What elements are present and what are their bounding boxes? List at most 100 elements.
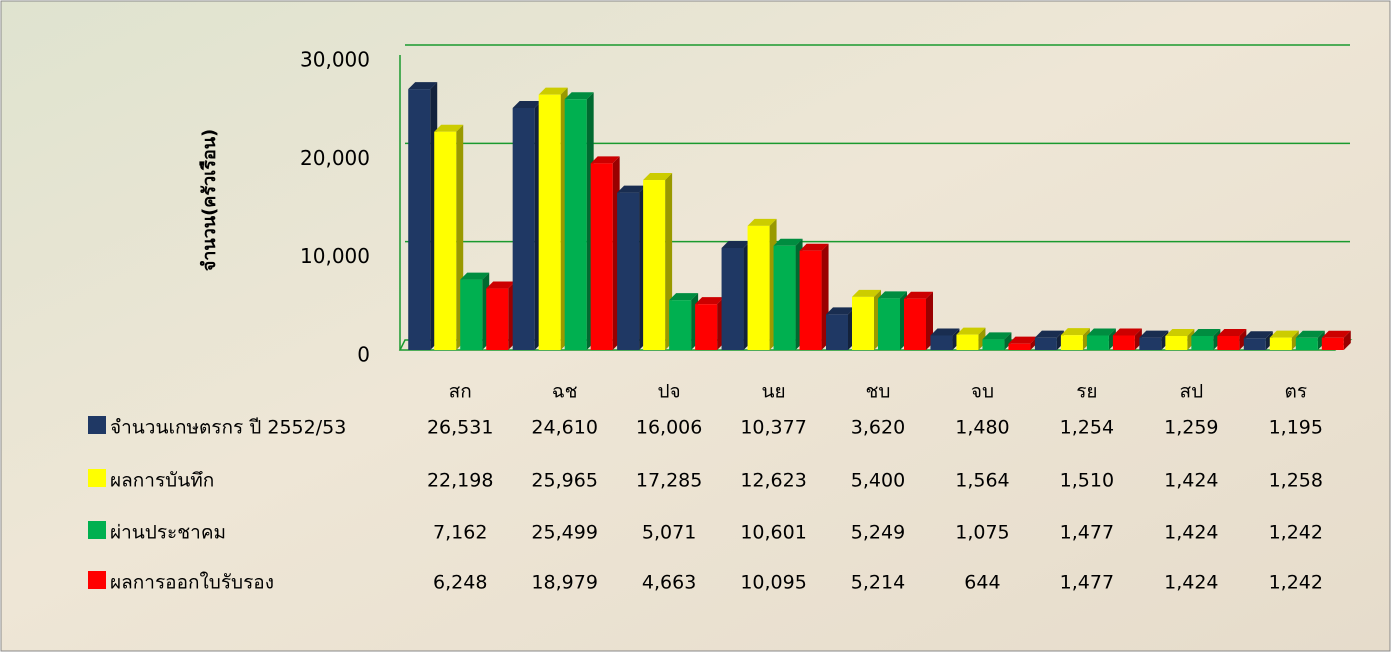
bar-top [1165, 328, 1195, 336]
table-value: 5,071 [642, 522, 696, 544]
table-value: 10,601 [740, 522, 806, 544]
bar-top [1008, 336, 1038, 344]
legend-swatch [88, 571, 106, 589]
bar [1191, 335, 1214, 350]
table-value: 1,254 [1060, 417, 1114, 439]
table-value: 1,242 [1269, 572, 1323, 594]
table-value: 1,258 [1269, 470, 1323, 492]
table-value: 1,424 [1164, 572, 1218, 594]
legend-label: ผลการบันทึก [110, 470, 214, 492]
table-value: 1,259 [1164, 417, 1218, 439]
table-value: 3,620 [851, 417, 905, 439]
bar-side [1265, 331, 1273, 350]
bar [1060, 335, 1083, 350]
x-tick-label: ชบ [866, 381, 891, 403]
bar [1165, 335, 1188, 350]
table-value: 1,075 [955, 522, 1009, 544]
table-value: 1,480 [955, 417, 1009, 439]
bar-top [904, 291, 933, 299]
table-value: 1,477 [1060, 522, 1114, 544]
bar [643, 180, 666, 350]
legend-swatch [88, 416, 106, 434]
y-axis-label: จำนวน(ครัวเรือน) [199, 129, 220, 272]
legend-swatch [88, 469, 106, 487]
bar-top [460, 272, 490, 280]
bar-side [1343, 330, 1351, 350]
bar-top [643, 173, 673, 181]
bar [852, 296, 874, 350]
table-value: 12,623 [740, 470, 806, 492]
bar-top [1243, 331, 1273, 339]
bar-top [590, 156, 620, 164]
bar-top [1269, 330, 1299, 338]
table-value: 5,400 [851, 470, 905, 492]
bar [1243, 338, 1266, 350]
bar [826, 314, 848, 350]
bar [799, 250, 822, 350]
bar-top [826, 307, 855, 315]
bar-top [538, 87, 568, 95]
y-tick-label: 20,000 [300, 146, 370, 170]
legend-label: ผ่านประชาคม [110, 522, 226, 544]
table-value: 1,510 [1060, 470, 1114, 492]
bar-top [721, 240, 751, 248]
table-value: 22,198 [427, 470, 493, 492]
bar [564, 99, 587, 351]
table-value: 1,242 [1269, 522, 1323, 544]
table-value: 5,249 [851, 522, 905, 544]
x-tick-label: ตร [1285, 381, 1308, 403]
bar [695, 304, 718, 350]
legend-swatch [88, 521, 106, 539]
table-value: 10,377 [740, 417, 806, 439]
bar-top [564, 92, 594, 100]
bar [590, 163, 613, 350]
x-tick-label: จบ [971, 381, 994, 403]
bar-top [773, 238, 803, 246]
bar-top [617, 185, 647, 193]
table-value: 25,499 [531, 522, 597, 544]
bar-side [1291, 330, 1299, 350]
table-value: 16,006 [636, 417, 702, 439]
bar [1034, 337, 1057, 350]
table-value: 644 [964, 572, 1000, 594]
bar-top [982, 332, 1012, 340]
bar-top [930, 328, 960, 336]
bar-top [1034, 330, 1064, 338]
table-value: 1,195 [1269, 417, 1323, 439]
table-value: 1,477 [1060, 572, 1114, 594]
bar [1321, 337, 1344, 350]
bar [434, 131, 457, 350]
table-value: 17,285 [636, 470, 702, 492]
y-tick-label: 30,000 [300, 48, 370, 72]
y-tick-label: 0 [357, 343, 370, 367]
bar-top [669, 293, 699, 301]
bar-top [956, 327, 986, 335]
x-tick-label: ฉช [552, 381, 578, 403]
bar [1269, 337, 1292, 350]
bar-top [1086, 328, 1116, 336]
x-tick-label: สป [1179, 381, 1203, 403]
table-value: 18,979 [531, 572, 597, 594]
table-value: 6,248 [433, 572, 487, 594]
bar-top [1112, 328, 1142, 336]
bar-top [1217, 328, 1247, 336]
x-tick-label: รย [1076, 381, 1097, 403]
x-tick-label: สก [449, 381, 472, 403]
bar [721, 247, 744, 350]
table-value: 10,095 [740, 572, 806, 594]
bar [747, 225, 770, 350]
bar [1086, 335, 1109, 350]
bar-top [512, 101, 542, 109]
bar [1139, 337, 1162, 350]
bar [878, 298, 900, 350]
bar [669, 300, 692, 350]
y-tick-label: 10,000 [300, 244, 370, 268]
bar [512, 108, 535, 350]
legend-label: จำนวนเกษตรกร ปี 2552/53 [110, 417, 346, 439]
table-value: 1,424 [1164, 522, 1218, 544]
bar-top [1139, 330, 1169, 338]
bar [1295, 337, 1318, 350]
bar [956, 334, 979, 350]
bar [1112, 335, 1135, 350]
